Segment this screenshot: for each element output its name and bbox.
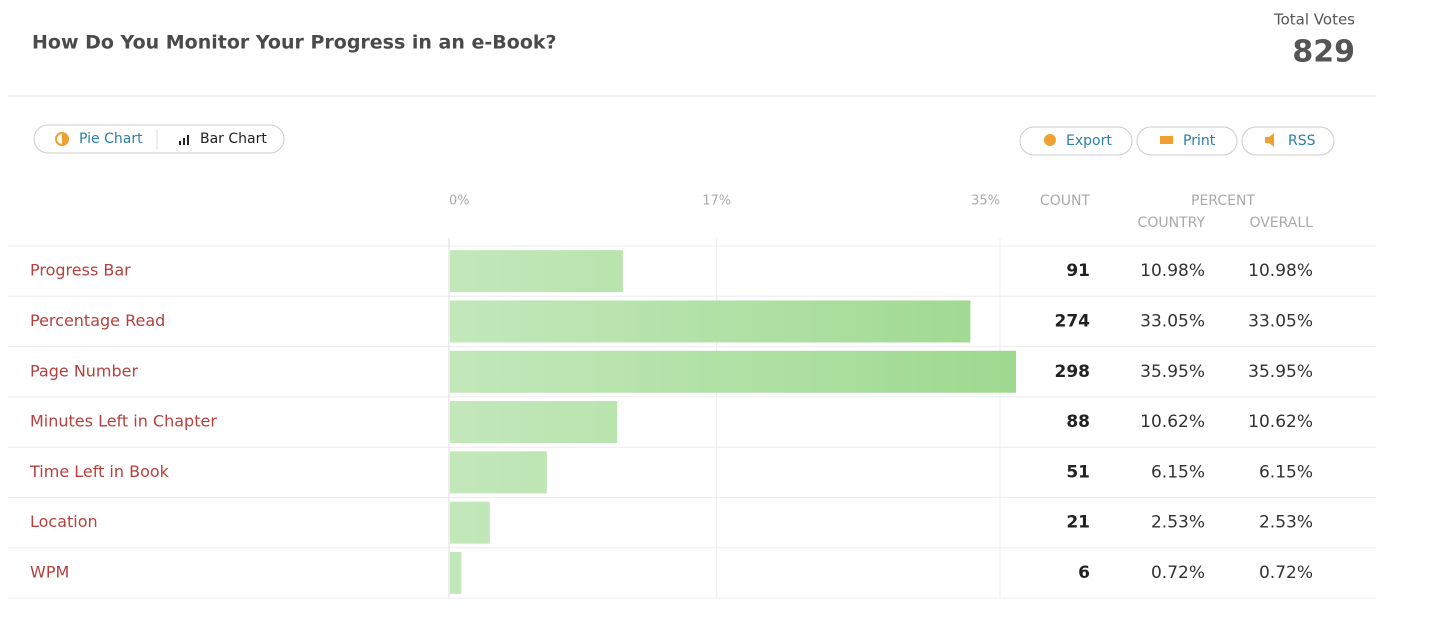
count: 91: [1066, 261, 1090, 281]
count: 51: [1066, 462, 1090, 482]
country-percent: 2.53%: [1151, 513, 1205, 533]
export-button-frame[interactable]: [1019, 126, 1133, 156]
total-label: Total Votes: [1273, 11, 1355, 29]
country-percent: 35.95%: [1140, 362, 1205, 382]
x-tick-label: 17%: [702, 194, 731, 209]
country-percent: 10.98%: [1140, 261, 1205, 281]
view-toggle: [33, 124, 285, 154]
bar: [450, 501, 490, 544]
category-label: Percentage Read: [30, 311, 165, 330]
x-tick-label: 35%: [971, 194, 1000, 209]
rss-button-frame[interactable]: [1241, 126, 1335, 156]
category-label: Minutes Left in Chapter: [30, 412, 217, 431]
count: 274: [1055, 311, 1091, 331]
country-percent: 10.62%: [1140, 412, 1205, 432]
pie-chart-button[interactable]: Pie Chart: [79, 131, 143, 147]
overall-percent: 2.53%: [1259, 513, 1313, 533]
rss-icon: [1265, 133, 1274, 147]
bar: [450, 451, 547, 494]
count: 298: [1055, 362, 1091, 382]
category-label: Location: [30, 512, 98, 531]
overall-percent: 33.05%: [1248, 311, 1313, 331]
overall-percent: 10.98%: [1248, 261, 1313, 281]
count: 6: [1078, 563, 1090, 583]
overall-percent: 35.95%: [1248, 362, 1313, 382]
category-label: Progress Bar: [30, 261, 131, 280]
country-header: COUNTRY: [1138, 215, 1206, 231]
country-percent: 0.72%: [1151, 563, 1205, 583]
overall-percent: 6.15%: [1259, 462, 1313, 482]
export-icon: [1044, 134, 1056, 146]
category-label: WPM: [30, 562, 69, 581]
country-percent: 6.15%: [1151, 462, 1205, 482]
overall-percent: 0.72%: [1259, 563, 1313, 583]
x-tick-label: 0%: [449, 194, 470, 209]
export-button[interactable]: Export: [1066, 133, 1112, 149]
overall-header: OVERALL: [1249, 215, 1313, 231]
bar: [450, 250, 623, 293]
category-label: Time Left in Book: [29, 462, 170, 481]
percent-header: PERCENT: [1191, 193, 1255, 209]
bar-icon: [179, 135, 189, 145]
bar: [450, 350, 1016, 393]
bar: [450, 551, 462, 594]
category-label: Page Number: [30, 361, 139, 380]
poll-title: How Do You Monitor Your Progress in an e…: [32, 32, 557, 54]
total-value: 829: [1292, 35, 1355, 70]
print-button-frame[interactable]: [1136, 126, 1238, 156]
bar: [450, 300, 971, 343]
overall-percent: 10.62%: [1248, 412, 1313, 432]
rss-button[interactable]: RSS: [1288, 133, 1316, 149]
bar: [450, 401, 618, 444]
pie-icon-fill: [62, 133, 68, 145]
print-button[interactable]: Print: [1183, 133, 1216, 149]
country-percent: 33.05%: [1140, 311, 1205, 331]
bar-chart-button[interactable]: Bar Chart: [200, 131, 267, 147]
count: 88: [1066, 412, 1090, 432]
print-icon: [1160, 136, 1173, 144]
count-header: COUNT: [1040, 193, 1091, 209]
count: 21: [1066, 513, 1090, 533]
